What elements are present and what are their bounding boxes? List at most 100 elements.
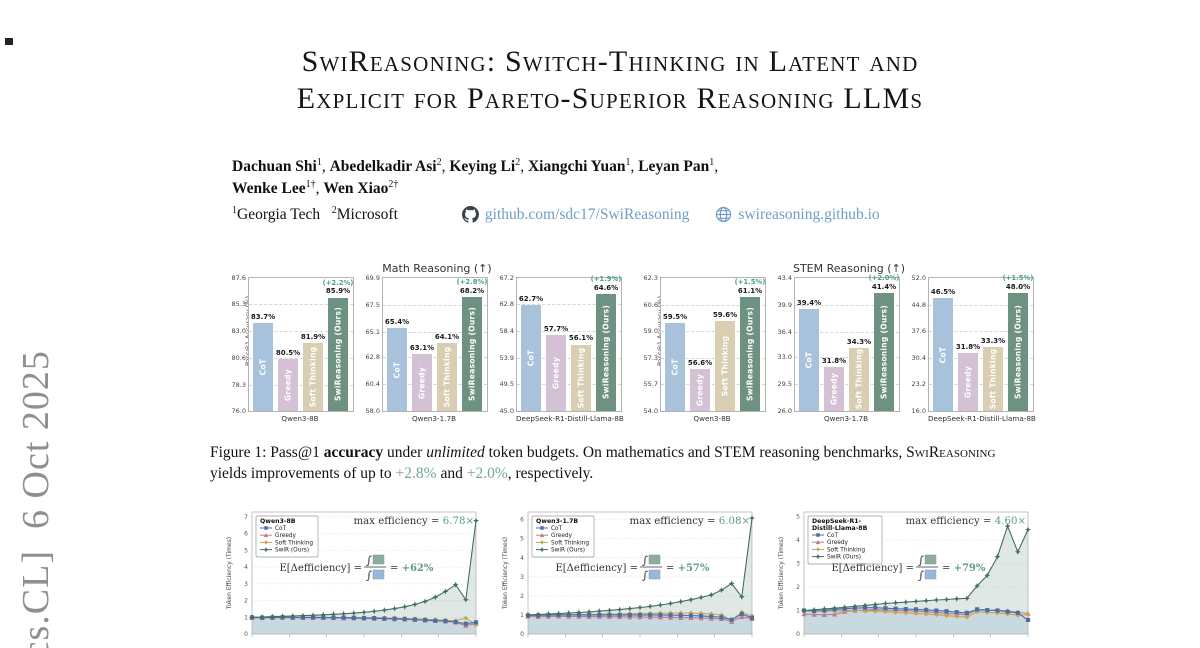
bar-chart-DeepSeek-R1-Distill-Llama-8B: 52.0 44.8 37.6 30.4 23.2 16.0 CoT 46.5% Greedy 31… (902, 274, 1036, 437)
line-chart-Qwen3-1.7B: 0 1 2 3 4 5 6 Token Efficiency (Times) Qwen3-1.7… (498, 504, 760, 648)
bar-chart-Qwen3-8B: Pass@1 Accuracy (%)87.685.383.080.678.37… (222, 274, 354, 437)
gridline (661, 305, 765, 307)
svg-text:5: 5 (520, 536, 524, 543)
plot-area: CoT 83.7% Greedy 80.5% Soft Thinking 81.9% Swi… (248, 277, 354, 412)
svg-text:2: 2 (520, 593, 524, 600)
y-tick-label: 80.6 (231, 354, 246, 363)
gridline (661, 330, 765, 332)
website-link-text[interactable]: swireasoning.github.io (738, 205, 880, 223)
gridline (517, 330, 621, 332)
y-tick-label: 60.6 (643, 301, 658, 310)
bar-cot: CoT (665, 322, 685, 411)
github-link-text[interactable]: github.com/sdc17/SwiReasoning (484, 205, 690, 223)
bar-label: CoT (804, 351, 814, 369)
plot-area: CoT 65.4% Greedy 63.1% Soft Thinking 64.1% Swi… (382, 277, 488, 412)
y-tick-label: 62.8 (365, 353, 380, 362)
svg-text:1: 1 (520, 612, 524, 619)
bar-value-label: 81.9% (300, 333, 326, 342)
bar-value-label: (+2.0%) 41.4% (868, 274, 900, 292)
svg-text:2: 2 (796, 584, 800, 591)
bar-soft-thinking: Soft Thinking (437, 342, 457, 411)
bar-greedy: Greedy (824, 366, 844, 411)
bar-swireasoning-ours-: SwiReasoning (Ours) (1008, 292, 1028, 411)
svg-text:Qwen3-8B: Qwen3-8B (260, 518, 296, 525)
svg-text:∫: ∫ (366, 569, 372, 582)
bar-cot: CoT (799, 308, 819, 411)
bar-chart-Qwen3-1.7B: 43.4 39.9 36.4 33.0 29.5 26.0 CoT 39.4% Greedy 31… (768, 274, 900, 437)
gridline (383, 331, 487, 333)
bar-chart-Qwen3-8B: Pass@1 Accuracy (%)62.360.659.057.355.75… (634, 274, 766, 437)
bar-label: Greedy (551, 356, 561, 389)
y-tick-label: 62.3 (643, 274, 658, 282)
bar-label: Greedy (695, 374, 705, 407)
svg-text:Token Efficiency (Times): Token Efficiency (Times) (778, 537, 785, 610)
svg-text:max efficiency = 6.08×: max efficiency = 6.08× (629, 516, 750, 527)
gridline (795, 331, 899, 333)
bar-soft-thinking: Soft Thinking (983, 347, 1003, 411)
bar-value-label: (+1.9%) 64.6% (590, 274, 622, 292)
y-tick-label: 83.0 (231, 326, 246, 335)
y-tick-label: 85.3 (231, 300, 246, 309)
bar-label: SwiReasoning (Ours) (333, 307, 343, 402)
bar-value-label: 63.1% (409, 343, 435, 352)
caption-segment: +2.0% (466, 465, 508, 483)
bar-label: Soft Thinking (988, 348, 998, 410)
y-tick-label: 58.4 (499, 326, 514, 335)
y-tick-label: 37.6 (911, 327, 926, 336)
website-link[interactable]: swireasoning.github.io (715, 204, 880, 226)
gridline (929, 304, 1033, 306)
y-tick-label: 30.4 (911, 353, 926, 362)
svg-text:0: 0 (796, 631, 800, 638)
bar-value-label: 31.8% (821, 356, 847, 365)
y-tick-label: 78.3 (231, 380, 246, 389)
svg-text:CoT: CoT (551, 526, 563, 532)
bar-cot: CoT (521, 304, 541, 411)
globe-icon (716, 207, 732, 223)
bar-label: Greedy (417, 366, 427, 399)
svg-text:CoT: CoT (827, 533, 839, 539)
svg-text:6: 6 (244, 531, 248, 538)
bar-soft-thinking: Soft Thinking (303, 343, 323, 411)
y-tick-label: 23.2 (911, 380, 926, 389)
caption-segment: and (436, 465, 467, 483)
svg-text:max efficiency = 6.78×: max efficiency = 6.78× (353, 516, 474, 527)
bar-soft-thinking: Soft Thinking (715, 321, 735, 411)
svg-text:= +79%: = +79% (942, 563, 986, 574)
y-tick-label: 53.9 (499, 353, 514, 362)
plot-area: CoT 46.5% Greedy 31.8% Soft Thinking 33.3% Swi… (928, 274, 1034, 412)
bar-value-label: 46.5% (930, 288, 956, 297)
gridline (383, 357, 487, 359)
bar-label: Soft Thinking (720, 335, 730, 397)
gridline (661, 358, 765, 360)
bar-label: Soft Thinking (576, 347, 586, 409)
author-line-2: Wenke Lee1†, Wen Xiao2† (232, 178, 399, 197)
github-link[interactable]: github.com/sdc17/SwiReasoning (461, 204, 690, 226)
bar-value-label: 65.4% (384, 318, 410, 327)
bar-value-label: 59.5% (662, 312, 688, 321)
bar-value-label: (+2.8%) 68.2% (456, 278, 488, 295)
svg-text:4: 4 (244, 564, 248, 571)
y-tick-label: 60.4 (365, 380, 380, 389)
bar-value-label: 33.3% (980, 337, 1006, 346)
bar-label: Soft Thinking (442, 346, 452, 408)
svg-text:Soft Thinking: Soft Thinking (275, 540, 313, 546)
bar-label: SwiReasoning (Ours) (467, 306, 477, 402)
y-tick-label: 57.3 (643, 354, 658, 363)
bar-chart-Qwen3-1.7B: 69.9 67.5 65.1 62.8 60.4 58.0 CoT 65.4% Greedy 63… (356, 274, 488, 437)
y-tick-label: 67.2 (499, 274, 514, 282)
author-block: Dachuan Shi1, Abedelkadir Asi2, Keying L… (232, 156, 1022, 226)
bar-label: Soft Thinking (854, 349, 864, 410)
bar-cot: CoT (933, 298, 953, 411)
gridline (661, 383, 765, 385)
caption-segment: SwiReasoning (906, 444, 996, 461)
line-chart-Qwen3-8B: 0 1 2 3 4 5 6 7 Token Efficiency (Times) Qwen3-8B… (222, 504, 484, 648)
svg-text:0: 0 (520, 631, 524, 638)
title-line-2: Explicit for Pareto-Superior Reasoning L… (296, 81, 924, 115)
svg-text:5: 5 (796, 514, 800, 521)
caption-segment: under (383, 444, 427, 461)
y-tick-label: 65.1 (365, 327, 380, 336)
y-tick-label: 16.0 (911, 407, 926, 415)
bar-label: CoT (258, 358, 268, 376)
github-icon (461, 206, 479, 223)
